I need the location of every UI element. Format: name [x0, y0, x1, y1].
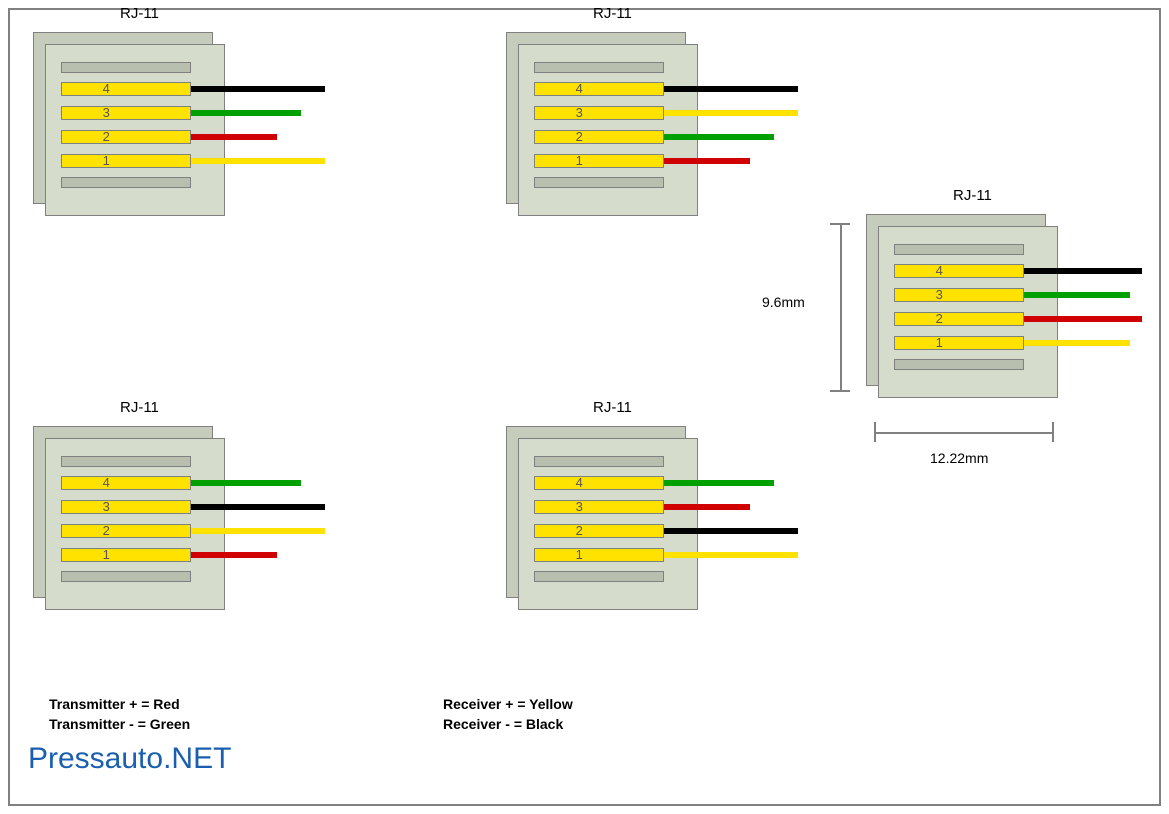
pin-number: 4: [576, 81, 583, 96]
connector-title: RJ-11: [953, 187, 992, 204]
dim-w-label: 12.22mm: [930, 450, 988, 466]
connector-title: RJ-11: [593, 399, 632, 416]
pin-number: 1: [576, 153, 583, 168]
connector-title: RJ-11: [120, 5, 159, 22]
pin-bar: [534, 106, 664, 120]
connector-blank-bar: [61, 571, 191, 582]
connector-blank-bar: [61, 456, 191, 467]
dim-h-cap-top: [830, 223, 850, 225]
pin-bar: [534, 524, 664, 538]
dim-w-line: [874, 432, 1053, 434]
pin-bar: [894, 264, 1024, 278]
pin-bar: [61, 106, 191, 120]
connector-blank-bar: [61, 177, 191, 188]
pin-bar: [534, 548, 664, 562]
pin-bar: [61, 548, 191, 562]
pin-number: 3: [576, 499, 583, 514]
pin-number: 2: [103, 523, 110, 538]
legend-tx-plus: Transmitter + = Red: [49, 696, 180, 712]
connector-title: RJ-11: [593, 5, 632, 22]
connector-blank-bar: [534, 177, 664, 188]
pin-bar: [534, 154, 664, 168]
pin-number: 4: [576, 475, 583, 490]
connector-blank-bar: [534, 456, 664, 467]
pin-bar: [894, 312, 1024, 326]
pin-number: 3: [103, 105, 110, 120]
legend-tx-minus: Transmitter - = Green: [49, 716, 190, 732]
pin-bar: [894, 288, 1024, 302]
connector-title: RJ-11: [120, 399, 159, 416]
pin-bar: [61, 130, 191, 144]
connector-blank-bar: [894, 244, 1024, 255]
pin-bar: [534, 500, 664, 514]
pin-bar: [894, 336, 1024, 350]
pin-number: 1: [576, 547, 583, 562]
connector-blank-bar: [534, 62, 664, 73]
connector-blank-bar: [61, 62, 191, 73]
pin-bar: [61, 82, 191, 96]
pin-number: 4: [103, 475, 110, 490]
pin-bar: [61, 154, 191, 168]
pin-number: 3: [103, 499, 110, 514]
pin-number: 1: [103, 547, 110, 562]
pin-bar: [534, 130, 664, 144]
connector-blank-bar: [534, 571, 664, 582]
pin-bar: [534, 476, 664, 490]
dim-w-cap-r: [1052, 422, 1054, 442]
dim-h-cap-bot: [830, 390, 850, 392]
pin-number: 4: [936, 263, 943, 278]
legend-rx-minus: Receiver - = Black: [443, 716, 563, 732]
pin-number: 3: [576, 105, 583, 120]
pin-number: 3: [936, 287, 943, 302]
pin-number: 1: [936, 335, 943, 350]
pin-bar: [61, 476, 191, 490]
pin-number: 1: [103, 153, 110, 168]
pin-number: 2: [103, 129, 110, 144]
pin-number: 2: [576, 129, 583, 144]
watermark-text: Pressauto.NET: [28, 742, 231, 776]
pin-bar: [534, 82, 664, 96]
dim-h-label: 9.6mm: [762, 294, 805, 310]
connector-blank-bar: [894, 359, 1024, 370]
pin-bar: [61, 524, 191, 538]
dim-h-line: [840, 223, 842, 391]
dim-w-cap-l: [874, 422, 876, 442]
pin-number: 4: [103, 81, 110, 96]
pin-number: 2: [936, 311, 943, 326]
legend-rx-plus: Receiver + = Yellow: [443, 696, 573, 712]
pin-number: 2: [576, 523, 583, 538]
pin-bar: [61, 500, 191, 514]
